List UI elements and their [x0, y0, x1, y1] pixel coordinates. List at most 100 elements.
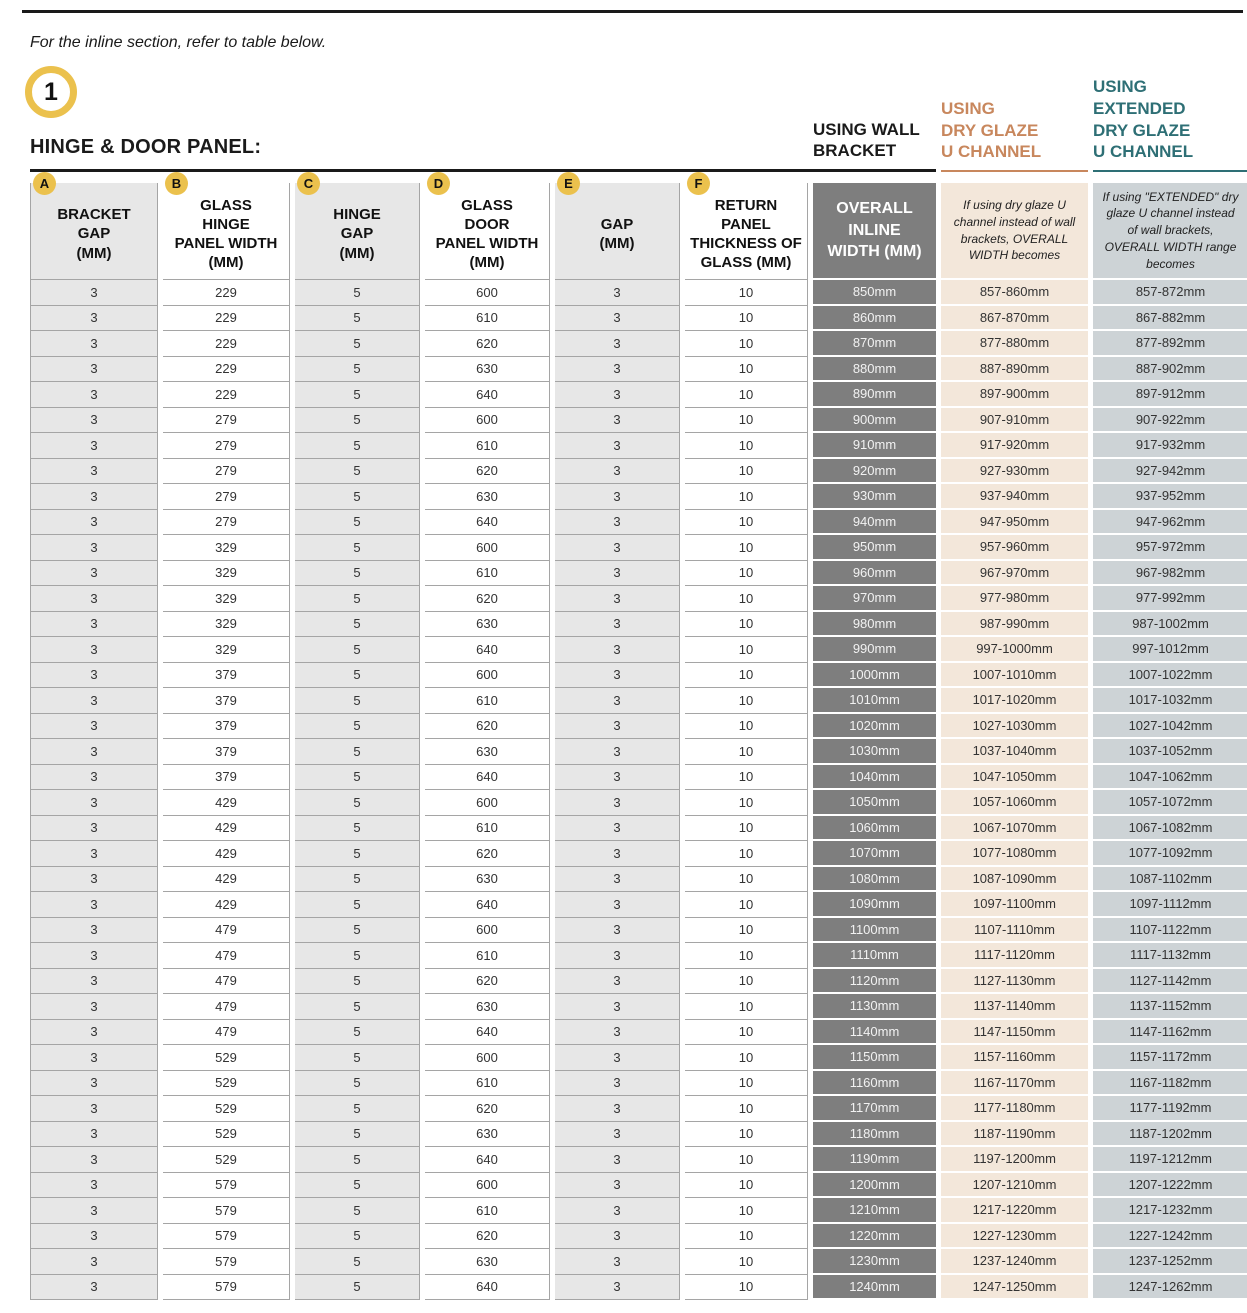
extended-dry-glaze-width-cell: 1187-1202mm	[1093, 1121, 1247, 1147]
column-letter-b-badge: B	[165, 172, 188, 195]
overall-inline-width-cell: 1000mm	[813, 662, 936, 688]
glass-door-panel-width-cell: 640	[425, 382, 550, 408]
dry-glaze-width-cell: 1197-1200mm	[941, 1147, 1088, 1173]
glass-door-panel-width-cell: 610	[425, 1198, 550, 1224]
overall-inline-width-cell: 1050mm	[813, 790, 936, 816]
column-header-label: RETURN PANEL THICKNESS OF GLASS (MM)	[690, 196, 802, 272]
hinge-gap-cell: 5	[295, 586, 420, 612]
overall-inline-width-cell: 1180mm	[813, 1121, 936, 1147]
top-divider	[22, 10, 1243, 13]
glass-door-panel-width-cell: 620	[425, 841, 550, 867]
glass-door-panel-width-cell: 600	[425, 1172, 550, 1198]
gap-cell: 3	[555, 586, 680, 612]
return-panel-thickness-cell: 10	[685, 994, 808, 1020]
bracket-gap-cell: 3	[30, 688, 158, 714]
dry-glaze-width-cell: 1017-1020mm	[941, 688, 1088, 714]
extended-dry-glaze-width-cell: 907-922mm	[1093, 407, 1247, 433]
column-header-extended-dry-glaze-width: If using "EXTENDED" dry glaze U channel …	[1093, 183, 1247, 280]
glass-door-panel-width-cell: 630	[425, 611, 550, 637]
extended-dry-glaze-width-cell: 867-882mm	[1093, 305, 1247, 331]
column-header-gap: E GAP (MM)	[555, 172, 680, 280]
hinge-gap-cell: 5	[295, 790, 420, 816]
return-panel-thickness-cell: 10	[685, 866, 808, 892]
return-panel-thickness-cell: 10	[685, 280, 808, 306]
glass-hinge-panel-width-cell: 579	[163, 1198, 290, 1224]
glass-door-panel-width-cell: 640	[425, 892, 550, 918]
overall-inline-width-cell: 1080mm	[813, 866, 936, 892]
hinge-gap-cell: 5	[295, 917, 420, 943]
glass-hinge-panel-width-cell: 229	[163, 305, 290, 331]
hinge-gap-cell: 5	[295, 382, 420, 408]
gap-cell: 3	[555, 331, 680, 357]
glass-door-panel-width-cell: 630	[425, 739, 550, 765]
return-panel-thickness-cell: 10	[685, 662, 808, 688]
bracket-gap-cell: 3	[30, 662, 158, 688]
glass-hinge-panel-width-cell: 479	[163, 917, 290, 943]
dry-glaze-width-cell: 1147-1150mm	[941, 1019, 1088, 1045]
bracket-gap-cell: 3	[30, 1096, 158, 1122]
bracket-gap-cell: 3	[30, 305, 158, 331]
dry-glaze-width-cell: 1167-1170mm	[941, 1070, 1088, 1096]
bracket-gap-cell: 3	[30, 637, 158, 663]
hinge-gap-cell: 5	[295, 1249, 420, 1275]
bracket-gap-cell: 3	[30, 1147, 158, 1173]
bracket-gap-cell: 3	[30, 407, 158, 433]
bracket-gap-cell: 3	[30, 331, 158, 357]
bracket-gap-cell: 3	[30, 917, 158, 943]
dry-glaze-width-cell: 1037-1040mm	[941, 739, 1088, 765]
gap-cell: 3	[555, 280, 680, 306]
bracket-gap-cell: 3	[30, 1045, 158, 1071]
overall-inline-width-cell: 850mm	[813, 280, 936, 306]
glass-hinge-panel-width-cell: 429	[163, 841, 290, 867]
return-panel-thickness-cell: 10	[685, 1249, 808, 1275]
glass-door-panel-width-cell: 610	[425, 688, 550, 714]
extended-dry-glaze-width-cell: 1047-1062mm	[1093, 764, 1247, 790]
column-header-dry-glaze-width: If using dry glaze U channel instead of …	[941, 183, 1088, 280]
glass-hinge-panel-width-cell: 279	[163, 433, 290, 459]
return-panel-thickness-cell: 10	[685, 1198, 808, 1224]
overall-inline-width-cell: 1220mm	[813, 1223, 936, 1249]
gap-cell: 3	[555, 713, 680, 739]
glass-door-panel-width-cell: 600	[425, 1045, 550, 1071]
column-letter-a-badge: A	[33, 172, 56, 195]
dry-glaze-width-cell: 1157-1160mm	[941, 1045, 1088, 1071]
glass-hinge-panel-width-cell: 479	[163, 968, 290, 994]
gap-cell: 3	[555, 1223, 680, 1249]
overall-inline-width-cell: 960mm	[813, 560, 936, 586]
column-header-label: GLASS DOOR PANEL WIDTH (MM)	[435, 196, 539, 272]
extended-dry-glaze-width-cell: 1017-1032mm	[1093, 688, 1247, 714]
glass-hinge-panel-width-cell: 379	[163, 739, 290, 765]
hinge-gap-cell: 5	[295, 866, 420, 892]
glass-door-panel-width-cell: 640	[425, 637, 550, 663]
return-panel-thickness-cell: 10	[685, 433, 808, 459]
bracket-gap-cell: 3	[30, 994, 158, 1020]
gap-cell: 3	[555, 305, 680, 331]
gap-cell: 3	[555, 484, 680, 510]
extended-dry-glaze-width-cell: 977-992mm	[1093, 586, 1247, 612]
overall-inline-width-cell: 1230mm	[813, 1249, 936, 1275]
return-panel-thickness-cell: 10	[685, 713, 808, 739]
gap-cell: 3	[555, 943, 680, 969]
overall-inline-width-cell: 1160mm	[813, 1070, 936, 1096]
extended-dry-glaze-width-cell: 1207-1222mm	[1093, 1172, 1247, 1198]
extended-dry-glaze-note: If using "EXTENDED" dry glaze U channel …	[1102, 189, 1239, 271]
glass-hinge-panel-width-cell: 329	[163, 611, 290, 637]
hinge-gap-cell: 5	[295, 1147, 420, 1173]
bracket-gap-cell: 3	[30, 1198, 158, 1224]
return-panel-thickness-cell: 10	[685, 764, 808, 790]
extended-dry-glaze-width-cell: 1097-1112mm	[1093, 892, 1247, 918]
intro-note: For the inline section, refer to table b…	[30, 34, 327, 51]
dry-glaze-width-cell: 857-860mm	[941, 280, 1088, 306]
return-panel-thickness-cell: 10	[685, 1147, 808, 1173]
overall-inline-width-cell: 1090mm	[813, 892, 936, 918]
gap-cell: 3	[555, 764, 680, 790]
dry-glaze-width-cell: 1067-1070mm	[941, 815, 1088, 841]
glass-door-panel-width-cell: 620	[425, 586, 550, 612]
gap-cell: 3	[555, 1045, 680, 1071]
gap-cell: 3	[555, 535, 680, 561]
overall-inline-width-cell: 890mm	[813, 382, 936, 408]
overall-inline-width-cell: 980mm	[813, 611, 936, 637]
gap-cell: 3	[555, 917, 680, 943]
gap-cell: 3	[555, 790, 680, 816]
column-header-bracket-gap: A BRACKET GAP (MM)	[30, 172, 158, 280]
